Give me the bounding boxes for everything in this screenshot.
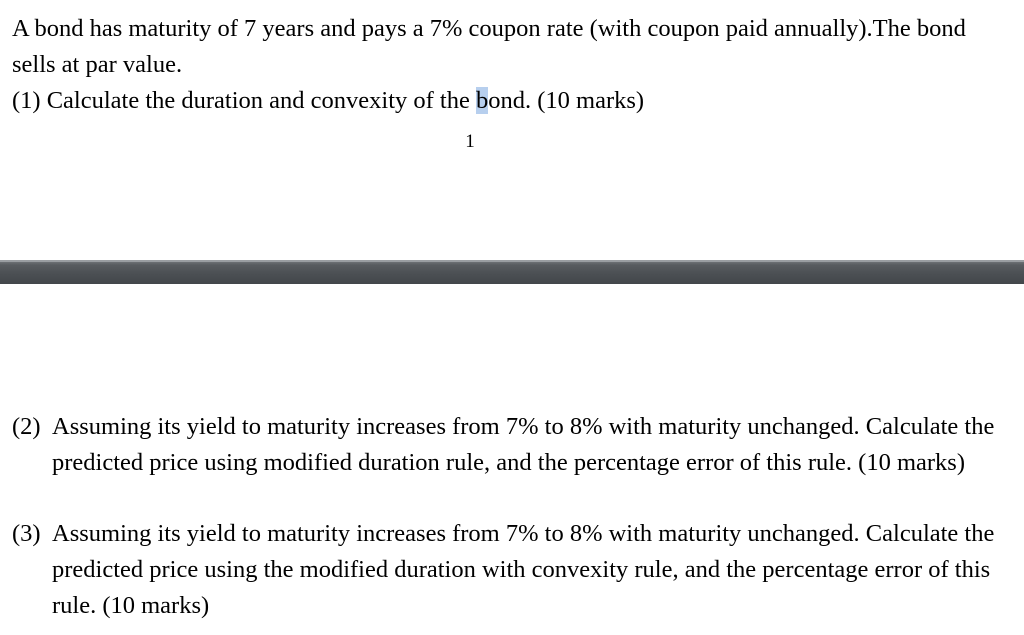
question-2: (2) Assuming its yield to maturity incre… [12, 409, 1012, 481]
page-separator [0, 260, 1024, 284]
intro-paragraph: A bond has maturity of 7 years and pays … [12, 15, 966, 78]
question-1-text-start: (1) Calculate the duration and convexity… [12, 87, 476, 114]
question-1-text-end: ond. (10 marks) [488, 87, 645, 114]
text-selection-highlight[interactable]: b [475, 87, 489, 114]
question-3-text: Assuming its yield to maturity increases… [52, 520, 995, 619]
question-3: (3) Assuming its yield to maturity incre… [12, 516, 1012, 624]
question-3-number: (3) [12, 520, 41, 547]
question-2-number: (2) [12, 413, 41, 440]
question-1: (1) Calculate the duration and convexity… [12, 83, 1012, 119]
page-number: 1 [465, 131, 475, 152]
document-page-2 [0, 284, 1024, 635]
page-separator-edge [0, 260, 1024, 262]
document-page-1: A bond has maturity of 7 years and pays … [0, 0, 1024, 260]
question-2-text: Assuming its yield to maturity increases… [52, 413, 995, 476]
